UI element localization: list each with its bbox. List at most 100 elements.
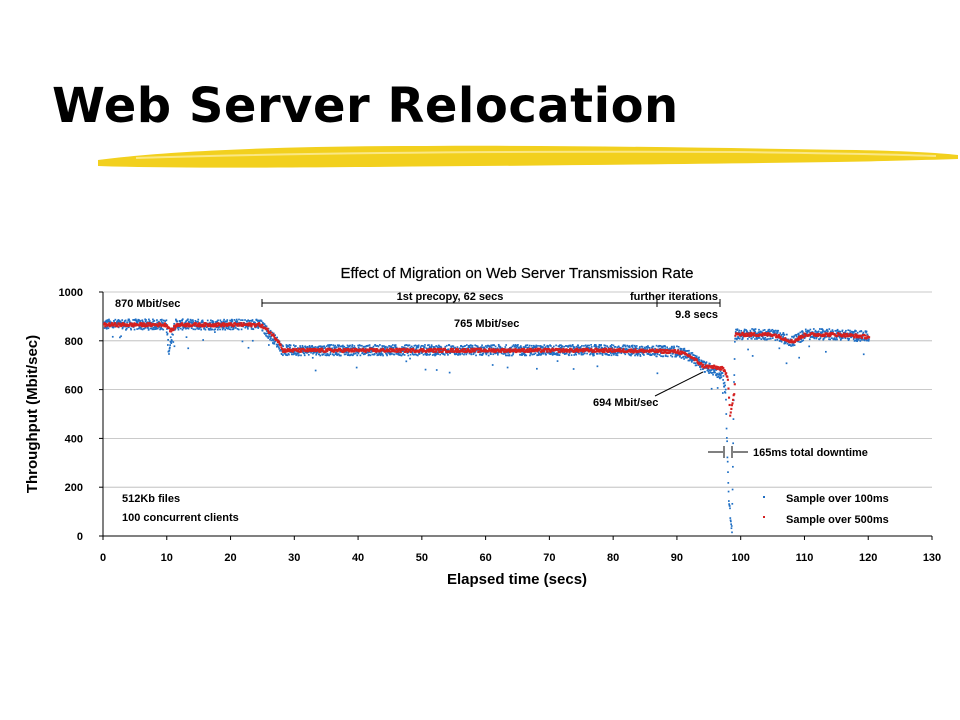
- data-point: [182, 323, 185, 326]
- data-point: [176, 320, 179, 323]
- data-point: [542, 346, 544, 348]
- data-point: [806, 331, 809, 334]
- data-point: [643, 350, 646, 354]
- data-point: [179, 320, 182, 323]
- data-point: [730, 404, 733, 407]
- data-point: [394, 344, 397, 346]
- data-point: [329, 348, 332, 351]
- data-point: [119, 324, 122, 327]
- data-point: [645, 345, 648, 348]
- data-point: [532, 347, 534, 350]
- data-point: [107, 320, 109, 322]
- data-point: [814, 329, 817, 332]
- data-point: [823, 330, 825, 333]
- data-point: [285, 344, 288, 346]
- data-point: [677, 345, 680, 348]
- data-point: [388, 347, 391, 350]
- data-point: [274, 334, 277, 337]
- data-point: [596, 352, 599, 355]
- data-point: [616, 350, 619, 353]
- data-point: [787, 339, 790, 342]
- data-point: [465, 353, 468, 356]
- data-point: [666, 355, 669, 358]
- data-point: [484, 348, 487, 352]
- data-point: [459, 347, 462, 350]
- data-point: [516, 350, 519, 353]
- data-point: [367, 351, 369, 354]
- data-point: [149, 323, 152, 326]
- data-point: [206, 319, 209, 322]
- data-point: [209, 321, 211, 324]
- data-point: [416, 345, 418, 347]
- data-point: [845, 335, 848, 338]
- data-point: [346, 351, 348, 354]
- data-point: [522, 351, 525, 354]
- data-point: [146, 325, 149, 328]
- data-point: [235, 318, 238, 321]
- data-point: [804, 328, 807, 331]
- data-point: [748, 334, 751, 337]
- y-axis-label: Throughput (Mbit/sec): [24, 335, 41, 493]
- data-point: [710, 372, 713, 374]
- data-point: [280, 353, 283, 356]
- data-point: [343, 353, 346, 356]
- data-point: [607, 350, 610, 353]
- data-point: [535, 346, 538, 349]
- data-point: [521, 353, 523, 355]
- data-point: [700, 362, 703, 365]
- data-point: [582, 347, 585, 350]
- data-point: [674, 349, 677, 352]
- data-point: [365, 352, 368, 354]
- data-point: [665, 355, 667, 358]
- data-point: [666, 346, 669, 349]
- data-point: [695, 358, 698, 361]
- data-point: [534, 352, 537, 355]
- data-point: [633, 350, 636, 353]
- data-point: [239, 324, 242, 327]
- data-point: [317, 350, 319, 353]
- annotation-start-rate: 870 Mbit/sec: [115, 298, 180, 310]
- data-point: [638, 347, 641, 350]
- data-point: [247, 346, 250, 349]
- data-point: [581, 351, 584, 354]
- data-point: [473, 348, 476, 351]
- data-point: [110, 323, 113, 326]
- data-point: [540, 350, 543, 353]
- data-point: [274, 337, 277, 340]
- data-point: [682, 348, 685, 350]
- data-point: [282, 345, 285, 348]
- data-point: [427, 350, 430, 353]
- data-point: [716, 387, 719, 389]
- data-point: [665, 351, 668, 354]
- data-point: [278, 342, 281, 346]
- data-point: [848, 337, 850, 340]
- data-point: [625, 347, 627, 350]
- data-point: [763, 329, 766, 331]
- data-point: [751, 334, 754, 337]
- data-point: [407, 350, 410, 353]
- data-point: [275, 337, 278, 340]
- data-point: [857, 334, 860, 337]
- data-point: [808, 338, 811, 341]
- data-point: [311, 346, 314, 348]
- data-point: [617, 348, 620, 351]
- data-point: [394, 350, 397, 353]
- data-point: [625, 349, 628, 352]
- data-point: [187, 325, 191, 328]
- data-point: [316, 346, 318, 349]
- data-point: [594, 347, 597, 350]
- data-point: [142, 324, 145, 328]
- data-point: [570, 345, 572, 348]
- data-point: [494, 352, 497, 355]
- data-point: [688, 359, 691, 362]
- data-point: [750, 337, 753, 340]
- data-point: [123, 322, 126, 325]
- data-point: [629, 350, 632, 353]
- data-point: [487, 344, 490, 347]
- data-point: [126, 321, 128, 324]
- data-point: [864, 337, 867, 340]
- data-point: [544, 352, 547, 355]
- data-point: [392, 348, 395, 351]
- data-point: [703, 361, 706, 363]
- data-point: [336, 350, 339, 353]
